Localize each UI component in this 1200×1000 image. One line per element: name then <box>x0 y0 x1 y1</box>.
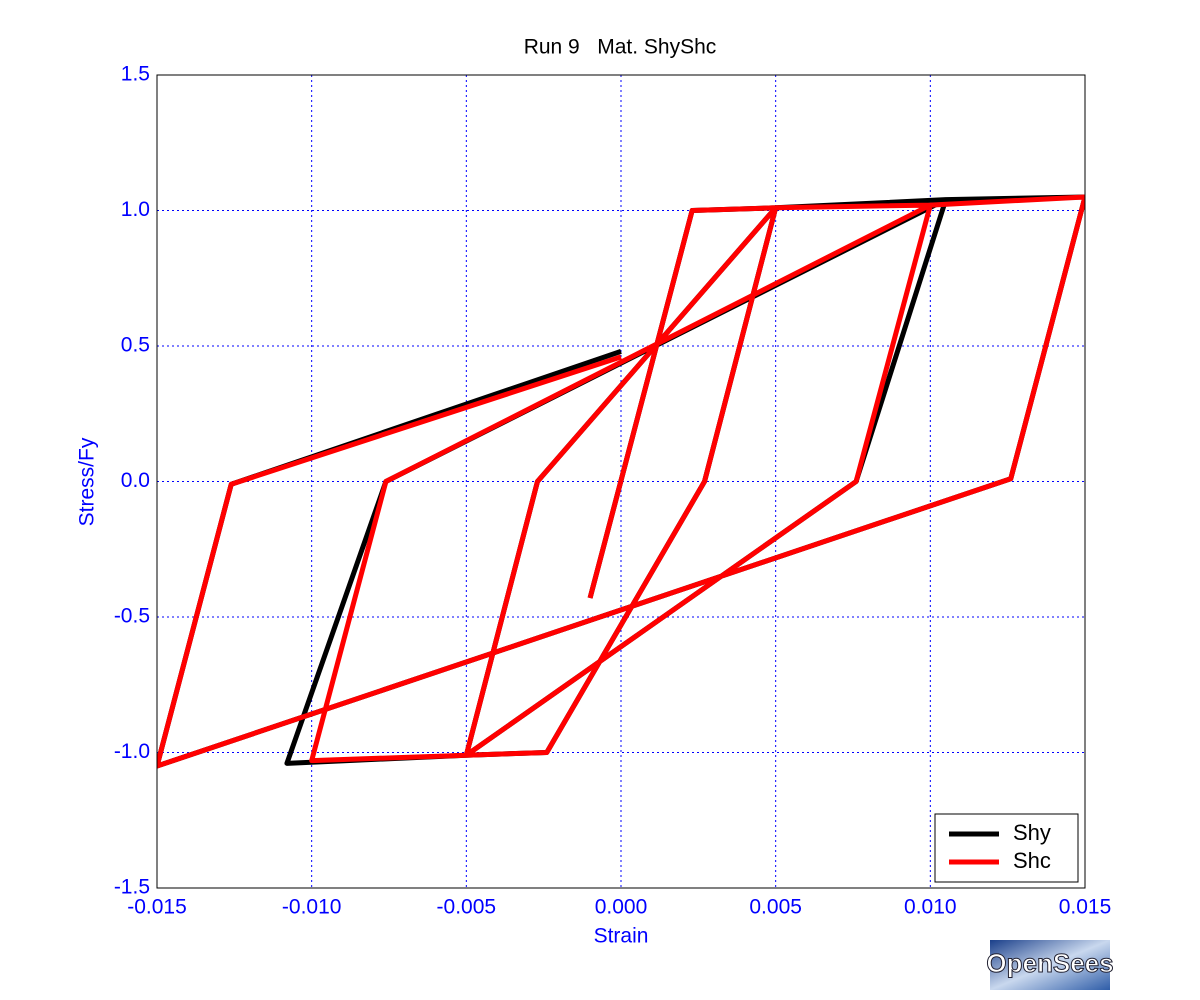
x-tick-label: 0.005 <box>749 896 802 919</box>
legend-label: Shc <box>1013 848 1051 873</box>
x-tick-label: 0.010 <box>904 896 957 919</box>
logo: OpenSees <box>986 948 1113 978</box>
x-tick-label: 0.015 <box>1059 896 1112 919</box>
y-tick-label: 1.5 <box>121 63 150 86</box>
x-axis-label: Strain <box>594 925 649 948</box>
x-tick-label: -0.015 <box>127 896 187 919</box>
plot-frame <box>156 74 1086 889</box>
x-tick-label: -0.005 <box>437 896 497 919</box>
y-tick-label: 0.5 <box>121 334 150 357</box>
chart-title: Run 9 Mat. ShyShc <box>524 36 717 59</box>
y-tick-label: -1.5 <box>114 876 150 899</box>
y-tick-label: -1.0 <box>114 740 150 763</box>
x-tick-label: -0.010 <box>282 896 342 919</box>
y-axis-label: Stress/Fy <box>76 437 99 526</box>
legend-label: Shy <box>1013 820 1051 845</box>
plot <box>157 194 1085 769</box>
y-tick-label: 1.0 <box>121 198 150 221</box>
logo-bg <box>990 940 1110 990</box>
legend: Shy Shc <box>934 813 1079 883</box>
x-tick-label: 0.000 <box>595 896 648 919</box>
y-tick-label: 0.0 <box>121 469 150 492</box>
series-line <box>157 194 1085 769</box>
legend-box <box>934 813 1079 883</box>
y-tick-label: -0.5 <box>114 605 150 628</box>
